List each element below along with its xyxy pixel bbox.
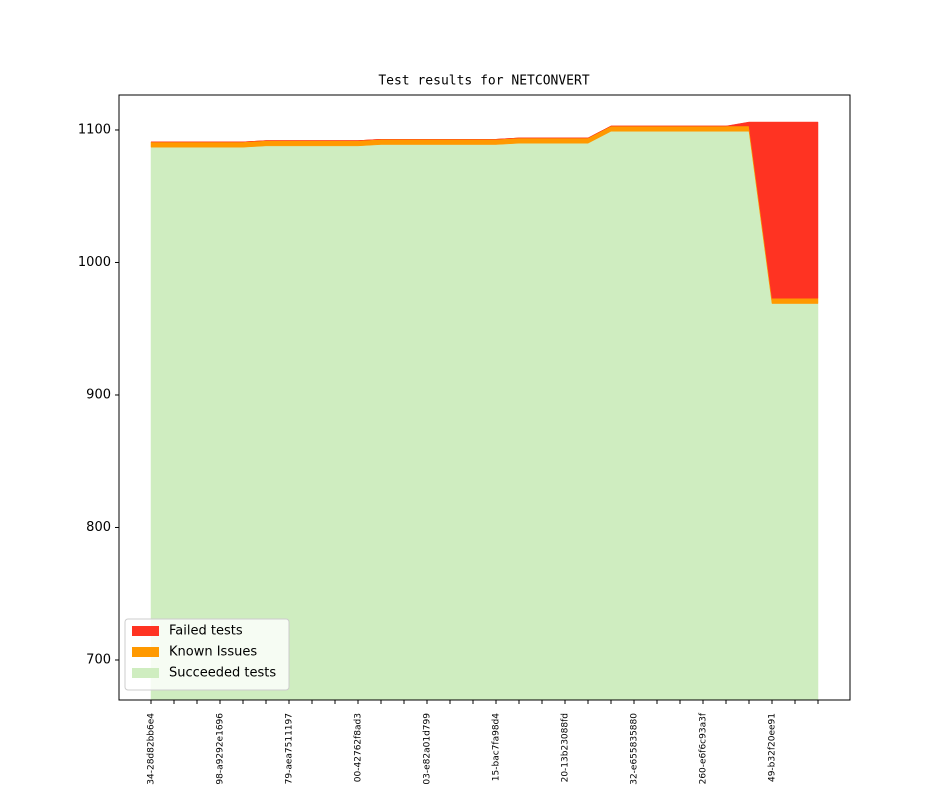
area bbox=[150, 131, 819, 701]
legend-swatch bbox=[132, 626, 159, 636]
area bbox=[151, 121, 819, 299]
x-tick-label: 34-28d82bb6e4 bbox=[147, 713, 157, 785]
y-tick-label: 900 bbox=[86, 387, 111, 402]
x-tick-label: 03-e82a01d799 bbox=[423, 713, 433, 785]
x-tick-label: 98-a9292e1696 bbox=[216, 713, 226, 785]
legend-swatch bbox=[132, 668, 159, 678]
legend-swatch bbox=[132, 647, 159, 657]
legend-box bbox=[124, 618, 290, 691]
x-tick-label: 32-e655835880 bbox=[630, 713, 640, 785]
y-tick-label: 1000 bbox=[78, 255, 111, 270]
y-tick-label: 700 bbox=[86, 652, 111, 667]
x-tick-label: 20-13b23088fd bbox=[561, 713, 571, 782]
x-tick-label: 260-e6f6c93a3f bbox=[699, 712, 709, 784]
x-tick-label: 49-b32f20ee91 bbox=[768, 713, 778, 782]
legend-label: Succeeded tests bbox=[169, 666, 276, 681]
plot-frame bbox=[118, 94, 851, 701]
legend-label: Failed tests bbox=[169, 624, 243, 639]
chart-title: Test results for NETCONVERT bbox=[378, 74, 589, 89]
legend-label: Known Issues bbox=[169, 645, 257, 660]
x-tick-label: 15-bac7fa98d4 bbox=[492, 713, 502, 781]
x-tick-label: 00-42762f8ad3 bbox=[354, 713, 364, 782]
y-tick-label: 800 bbox=[86, 520, 111, 535]
y-tick-label: 1100 bbox=[78, 122, 111, 137]
x-tick-label: 79-aea7511197 bbox=[285, 713, 295, 784]
